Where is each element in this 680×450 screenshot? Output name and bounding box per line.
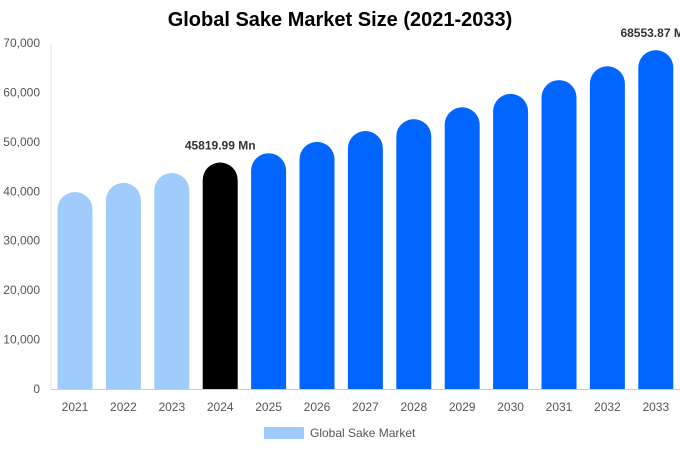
- bar-2033: [638, 50, 674, 389]
- data-label: 68553.87 Mn: [620, 26, 680, 40]
- bar-2030: [493, 93, 529, 389]
- x-tick-label: 2025: [255, 400, 282, 414]
- legend-swatch: [264, 427, 304, 439]
- bar-2026: [299, 141, 335, 389]
- x-tick-label: 2028: [400, 400, 427, 414]
- data-label: 45819.99 Mn: [185, 139, 256, 153]
- y-tick-label: 30,000: [3, 234, 40, 248]
- bar-2025: [251, 153, 287, 389]
- y-tick-label: 50,000: [3, 135, 40, 149]
- y-tick-label: 60,000: [3, 85, 40, 99]
- bar-2028: [396, 119, 432, 390]
- y-tick-label: 10,000: [3, 333, 40, 347]
- x-tick-label: 2030: [497, 400, 524, 414]
- bar-2029: [444, 107, 480, 389]
- x-tick-label: 2022: [110, 400, 137, 414]
- bar-2022: [105, 182, 141, 389]
- bar-2027: [347, 130, 383, 390]
- y-tick-label: 40,000: [3, 184, 40, 198]
- bar-2021: [57, 192, 93, 389]
- x-tick-label: 2029: [449, 400, 476, 414]
- x-tick-label: 2023: [158, 400, 185, 414]
- x-tick-label: 2027: [352, 400, 379, 414]
- x-tick-label: 2021: [62, 400, 89, 414]
- bar-2032: [589, 66, 625, 389]
- legend-label: Global Sake Market: [310, 426, 416, 440]
- y-tick-label: 20,000: [3, 283, 40, 297]
- x-tick-label: 2033: [642, 400, 669, 414]
- y-tick-label: 0: [33, 382, 40, 396]
- x-tick-label: 2026: [304, 400, 331, 414]
- y-tick-label: 70,000: [3, 36, 40, 50]
- legend[interactable]: Global Sake Market: [264, 426, 415, 440]
- bar-2023: [154, 172, 190, 389]
- x-tick-label: 2024: [207, 400, 234, 414]
- bar-2031: [541, 80, 577, 390]
- x-tick-label: 2031: [546, 400, 573, 414]
- x-tick-label: 2032: [594, 400, 621, 414]
- chart-title: Global Sake Market Size (2021-2033): [167, 9, 513, 31]
- bar-2024: [202, 162, 238, 389]
